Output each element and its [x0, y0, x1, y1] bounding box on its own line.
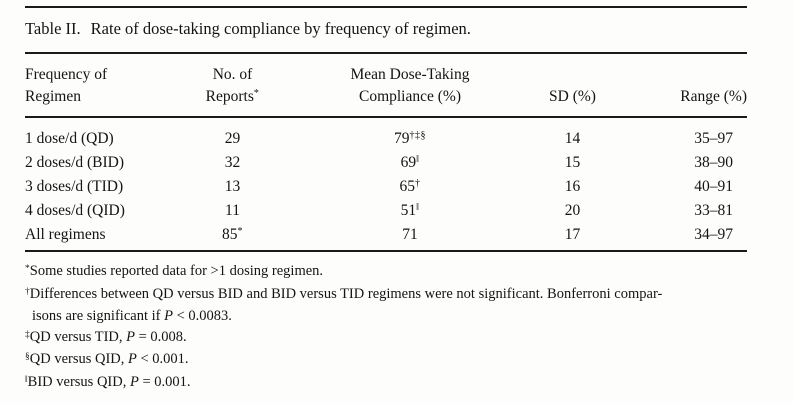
cell-range: 34–97	[694, 226, 733, 243]
compliance-footnote-marker: ‖	[416, 202, 420, 213]
table-row: All regimens 85* 71 17 34–97	[25, 224, 747, 248]
reports-footnote-marker: *	[237, 226, 243, 237]
compliance-footnote-marker: ‖	[416, 154, 420, 165]
footnote-text: BID versus QID, P = 0.001.	[27, 373, 191, 390]
rule-bottom	[25, 250, 747, 252]
cell-regimen: 4 doses/d (QID)	[25, 202, 125, 219]
reports-value: 11	[225, 202, 240, 219]
cell-regimen: 3 doses/d (TID)	[25, 178, 124, 195]
footnote-text: Differences between QD versus BID and BI…	[29, 285, 663, 302]
cell-compliance: 71	[310, 224, 510, 248]
compliance-footnote-marker: †‡§	[409, 130, 426, 141]
rule-under-header	[25, 116, 747, 118]
footnote-text: Some studies reported data for >1 dosing…	[29, 263, 324, 279]
footnote-parallel: ‖BID versus QID, P = 0.001.	[25, 372, 770, 395]
cell-compliance: 65†	[310, 176, 510, 200]
table-header: Frequency of No. of Mean Dose-Taking Reg…	[25, 64, 747, 110]
table-body: 1 dose/d (QD) 29 79†‡§ 14 35–97 2 doses/…	[25, 128, 747, 248]
compliance-footnote-marker: †	[415, 178, 421, 189]
col-header-sd-spacer	[510, 64, 635, 86]
footnote-text-continuation: isons are significant if P < 0.0083.	[32, 308, 232, 324]
footnote-marker: *	[25, 264, 30, 274]
col-header-range-spacer	[635, 64, 747, 86]
cell-reports: 13	[155, 176, 310, 200]
cell-sd: 16	[564, 178, 581, 195]
table-footnotes: *Some studies reported data for >1 dosin…	[25, 261, 770, 394]
cell-compliance: 79†‡§	[310, 128, 510, 152]
cell-reports: 85*	[155, 224, 310, 248]
cell-compliance: 51‖	[310, 200, 510, 224]
compliance-value: 79	[394, 130, 410, 147]
cell-reports: 11	[155, 200, 310, 224]
header-row-2: Regimen Reports* Compliance (%) SD (%) R…	[25, 86, 747, 110]
header-row-1: Frequency of No. of Mean Dose-Taking	[25, 64, 747, 86]
rule-top	[25, 6, 747, 8]
reports-value: 85	[222, 226, 238, 243]
cell-range: 40–91	[694, 178, 733, 195]
reports-value: 29	[224, 130, 241, 147]
cell-regimen: 1 dose/d (QD)	[25, 130, 114, 147]
footnote-asterisk: *Some studies reported data for >1 dosin…	[25, 261, 770, 284]
footnote-marker: ‡	[25, 329, 30, 340]
table-title-text: Rate of dose-taking compliance by freque…	[90, 19, 471, 38]
compliance-value: 71	[402, 226, 418, 243]
col-header-sd: SD (%)	[549, 88, 596, 105]
footnote-marker: †	[25, 286, 30, 297]
compliance-value: 51	[400, 202, 417, 219]
col-header-range: Range (%)	[680, 88, 747, 105]
reports-value: 13	[224, 178, 241, 195]
col-header-frequency-line1: Frequency of	[25, 66, 108, 83]
footnote-section: §QD versus QID, P < 0.001.	[25, 349, 770, 372]
footnote-text: QD versus QID, P < 0.001.	[29, 351, 189, 367]
footnote-marker: ‖	[25, 374, 28, 385]
compliance-value: 65	[399, 178, 416, 195]
cell-sd: 20	[564, 202, 581, 219]
footnote-text: QD versus TID, P = 0.008.	[29, 328, 187, 345]
reports-header-text: Reports	[205, 88, 254, 105]
cell-range: 35–97	[694, 130, 733, 147]
table-row: 2 doses/d (BID) 32 69‖ 15 38–90	[25, 152, 747, 176]
table-number-label: Table II.	[25, 19, 81, 38]
reports-header-footnote-marker: *	[253, 88, 260, 99]
footnote-double-dagger: ‡QD versus TID, P = 0.008.	[25, 327, 770, 350]
table-title: Table II. Rate of dose-taking compliance …	[25, 19, 471, 39]
cell-range: 33–81	[694, 202, 733, 219]
col-header-compliance-line1: Mean Dose-Taking	[350, 66, 470, 83]
cell-range: 38–90	[694, 154, 733, 171]
cell-sd: 14	[564, 130, 581, 147]
table-row: 4 doses/d (QID) 11 51‖ 20 33–81	[25, 200, 747, 224]
cell-reports: 29	[155, 128, 310, 152]
cell-compliance: 69‖	[310, 152, 510, 176]
col-header-frequency-line2: Regimen	[25, 88, 81, 105]
col-header-compliance-line2: Compliance (%)	[358, 88, 461, 105]
table-row: 1 dose/d (QD) 29 79†‡§ 14 35–97	[25, 128, 747, 152]
footnote-marker: §	[25, 352, 30, 362]
cell-regimen: All regimens	[25, 226, 106, 243]
col-header-reports-line2: Reports*	[155, 86, 310, 110]
col-header-reports-line1: No. of	[212, 66, 253, 83]
rule-under-title	[25, 52, 747, 54]
cell-reports: 32	[155, 152, 310, 176]
table-row: 3 doses/d (TID) 13 65† 16 40–91	[25, 176, 747, 200]
footnote-dagger: †Differences between QD versus BID and B…	[25, 284, 770, 327]
compliance-value: 69	[400, 154, 417, 171]
cell-sd: 17	[564, 226, 581, 243]
cell-sd: 15	[564, 154, 581, 171]
reports-value: 32	[224, 154, 241, 171]
cell-regimen: 2 doses/d (BID)	[25, 154, 125, 171]
